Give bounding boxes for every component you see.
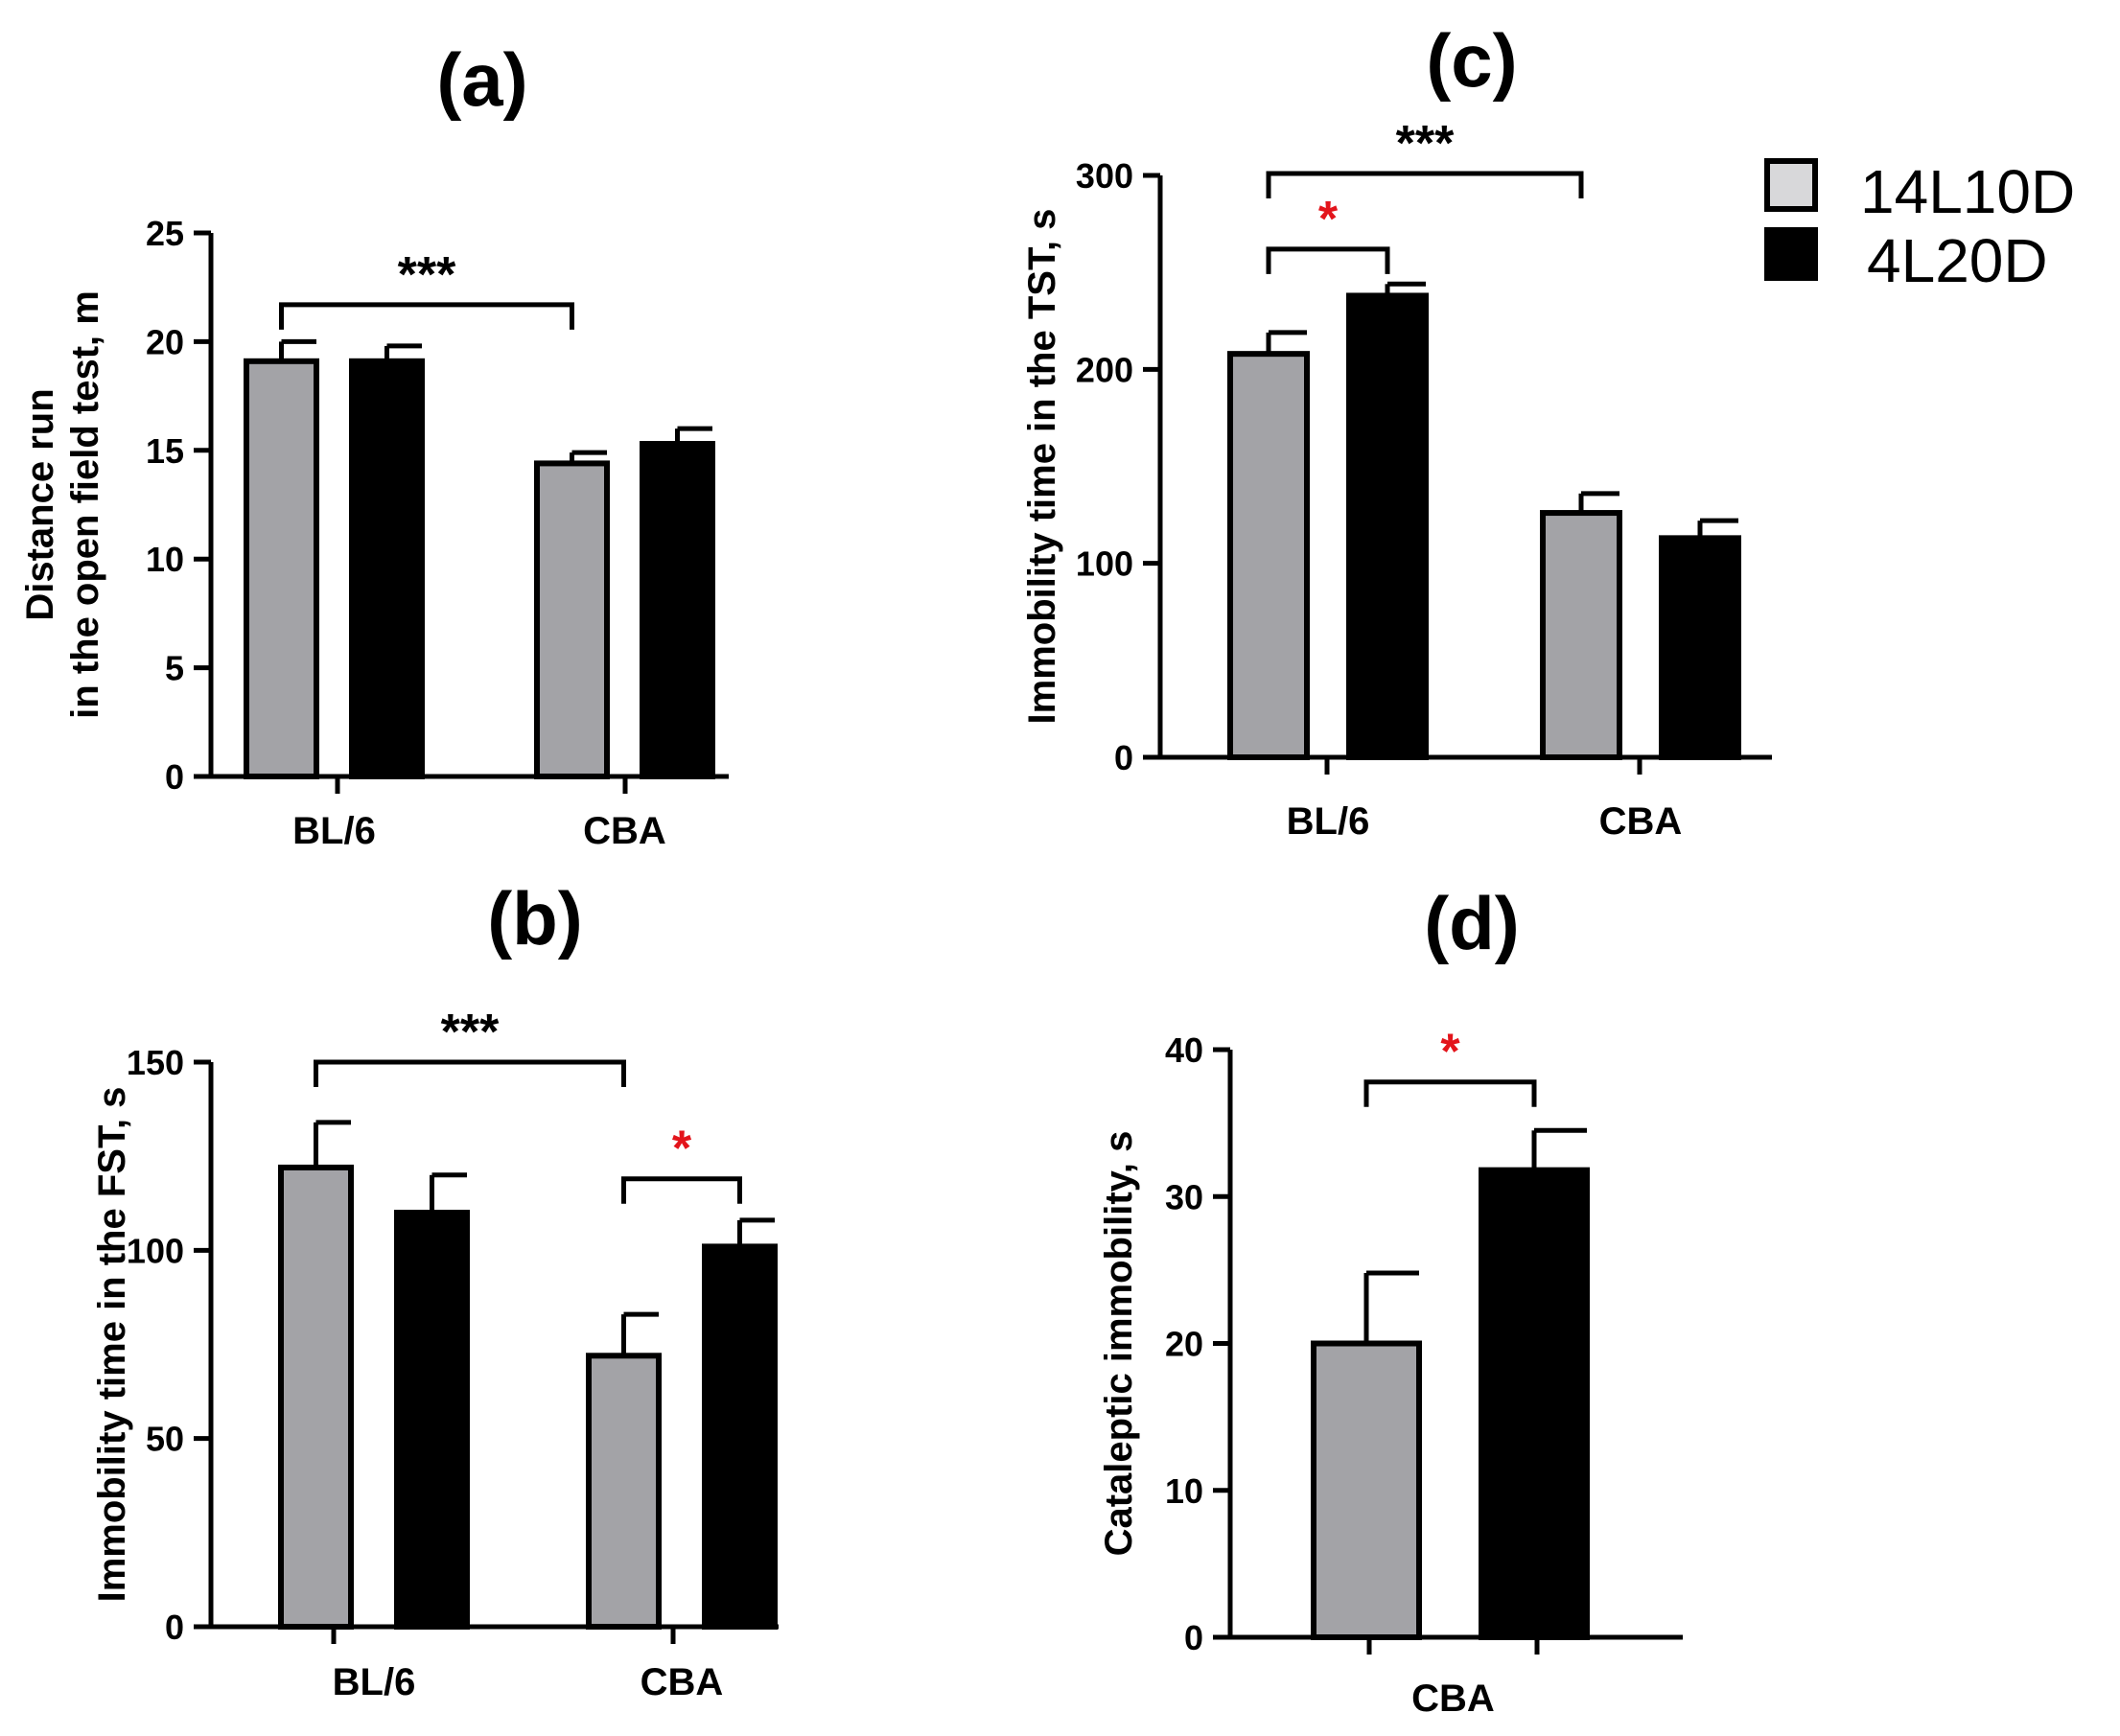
panel-title: (d) [1424, 881, 1520, 965]
significance-label: *** [441, 1005, 500, 1060]
panel-a: (a) Distance run in the open field test, m… [19, 37, 729, 852]
legend-swatch-14L10D [1764, 158, 1818, 212]
panel-c: (c) Immobility time in the TST, s 0 100 200 3… [1021, 18, 1772, 843]
y-tick-label: 0 [165, 1608, 184, 1647]
bar-4L20D-CBA [1479, 1167, 1590, 1641]
panel-title: (a) [436, 37, 527, 122]
bar-4L20D-CBA [702, 1243, 778, 1630]
y-axis-title: Distance run [19, 388, 61, 620]
y-tick-label: 20 [1165, 1325, 1203, 1364]
bar-14L10D-BL/6 [1227, 351, 1310, 760]
y-tick-label: 25 [146, 214, 184, 253]
bar-4L20D-BL/6 [349, 358, 425, 779]
panel-title: (b) [487, 876, 583, 961]
panel-title: (c) [1426, 18, 1517, 103]
y-tick-label: 0 [1114, 738, 1133, 777]
significance-bracket [279, 302, 574, 330]
significance-label: *** [1396, 116, 1455, 172]
bar-14L10D-BL/6 [244, 358, 319, 779]
bar-14L10D-CBA [586, 1353, 662, 1631]
bar-4L20D-CBA [1659, 535, 1741, 761]
panel-b: (b) Immobility time in the FST, s 0 50 100 15… [91, 876, 779, 1703]
y-tick-label: 10 [1165, 1471, 1203, 1511]
significance-label: * [672, 1122, 692, 1177]
y-axis-title: Cataleptic immobility, s [1098, 1131, 1140, 1557]
significance-label: *** [398, 247, 456, 303]
y-tick-label: 15 [146, 431, 184, 471]
significance-label: * [1440, 1025, 1460, 1080]
panel-d: (d) Cataleptic immobility, s 0 10 20 30 40 CBA * [1098, 881, 1683, 1720]
significance-bracket [621, 1176, 742, 1204]
x-category-label: BL/6 [333, 1661, 416, 1703]
y-tick-label: 0 [1184, 1618, 1203, 1657]
y-tick-label: 20 [146, 322, 184, 361]
x-category-label: CBA [1411, 1678, 1495, 1720]
significance-bracket [1266, 171, 1584, 198]
y-tick-label: 30 [1165, 1177, 1203, 1216]
y-tick-label: 0 [165, 757, 184, 797]
y-tick-label: 150 [127, 1043, 184, 1082]
x-category-label: BL/6 [292, 810, 376, 852]
bar-14L10D-CBA [534, 460, 610, 779]
y-tick-label: 40 [1165, 1030, 1203, 1070]
y-tick-label: 100 [1076, 544, 1133, 584]
x-category-label: BL/6 [1287, 800, 1370, 843]
significance-bracket [1266, 246, 1390, 274]
bar-14L10D-BL/6 [278, 1164, 354, 1630]
y-tick-label: 300 [1076, 156, 1133, 196]
y-tick-label: 5 [165, 649, 184, 688]
bar-4L20D-BL/6 [394, 1210, 470, 1630]
y-axis-title: Immobility time in the FST, s [91, 1087, 133, 1603]
legend-swatch-4L20D [1764, 227, 1818, 281]
y-axis-title: in the open field test, m [64, 290, 106, 719]
bar-4L20D-CBA [640, 440, 715, 779]
bar-14L10D-CBA [1540, 510, 1622, 760]
x-category-label: CBA [1599, 800, 1683, 843]
x-category-label: CBA [583, 810, 666, 852]
y-tick-label: 200 [1076, 350, 1133, 389]
y-axis-title: Immobility time in the TST, s [1021, 209, 1063, 725]
y-tick-label: 100 [127, 1231, 184, 1270]
significance-bracket [1363, 1079, 1537, 1107]
panels: (a) Distance run in the open field test, m… [19, 18, 1772, 1720]
x-category-label: CBA [641, 1661, 724, 1703]
significance-label: * [1318, 192, 1339, 247]
bar-14L10D-CBA [1311, 1340, 1422, 1640]
legend: 14L10D 4L20D [1764, 157, 2075, 295]
y-tick-label: 10 [146, 540, 184, 579]
bar-4L20D-BL/6 [1346, 292, 1429, 760]
legend-label-14L10D: 14L10D [1860, 157, 2075, 226]
significance-bracket [314, 1059, 626, 1087]
legend-label-4L20D: 4L20D [1867, 226, 2048, 295]
y-tick-label: 50 [146, 1420, 184, 1459]
